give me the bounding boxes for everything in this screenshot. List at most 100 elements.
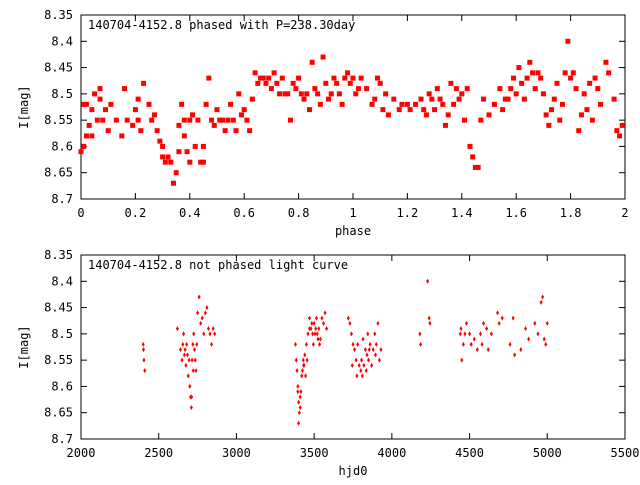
data-point [305,357,309,363]
data-point [89,107,95,113]
data-point [180,357,184,363]
data-point [92,91,98,97]
data-point [598,101,604,107]
data-point [206,326,210,332]
data-point [176,122,182,128]
data-point [89,133,95,139]
data-point [247,128,253,134]
data-point [367,357,371,363]
data-point [208,331,212,337]
data-point [578,112,584,118]
data-point [301,357,305,363]
x-tick-label: 3000 [222,446,251,460]
data-point [481,96,487,102]
data-point [355,373,359,379]
data-point [336,91,342,97]
data-point [202,331,206,337]
x-tick-label: 0.4 [179,206,201,220]
data-point [293,86,299,92]
y-tick-label: 8.65 [44,166,73,180]
x-tick-label: 0.8 [288,206,310,220]
data-point [187,117,193,123]
data-point [367,347,371,353]
data-point [524,75,530,81]
data-point [149,117,155,123]
data-point [160,143,166,149]
y-tick-label: 8.35 [44,248,73,262]
data-point [313,331,317,337]
data-point [461,341,465,347]
y-tick-label: 8.5 [51,327,73,341]
data-point [516,65,522,71]
data-point [478,117,484,123]
data-point [334,80,340,86]
data-point [584,107,590,113]
data-point [535,70,541,76]
data-point [540,91,546,97]
data-point [318,341,322,347]
data-point [549,107,555,113]
data-point [485,326,489,332]
data-point [326,96,332,102]
data-point [360,357,364,363]
data-point [581,91,587,97]
data-point [190,357,194,363]
data-point [459,326,463,332]
data-point [188,383,192,389]
data-point [500,315,504,321]
data-point [576,128,582,134]
data-point [486,347,490,353]
data-point [300,368,304,374]
data-point [456,96,462,102]
data-point [181,117,187,123]
y-tick-label: 8.4 [51,34,73,48]
data-point [297,410,301,416]
data-point [260,75,266,81]
data-point [295,368,299,374]
data-point [554,80,560,86]
data-point [213,331,217,337]
y-axis-label: I[mag] [17,85,31,128]
data-point [533,320,537,326]
data-point [100,117,106,123]
data-point [320,315,324,321]
data-point [545,320,549,326]
data-point [282,91,288,97]
data-point [94,117,100,123]
data-point [298,394,302,400]
x-tick-label: 2500 [144,446,173,460]
x-tick-label: 1.6 [505,206,527,220]
data-point [191,341,195,347]
data-point [360,373,364,379]
data-point [225,117,231,123]
plot-frame [80,254,626,440]
data-point [419,341,423,347]
data-point [513,352,517,358]
y-tick-label: 8.55 [44,113,73,127]
data-point [539,299,543,305]
data-point [274,80,280,86]
data-point [363,347,367,353]
x-axis-label: phase [335,224,371,238]
data-point [78,149,84,155]
data-point [141,80,147,86]
data-point [513,91,519,97]
data-point [306,331,310,337]
data-point [105,128,111,134]
data-point [399,101,405,107]
data-point [342,75,348,81]
data-point [200,315,204,321]
data-point [589,117,595,123]
data-point [122,86,128,92]
data-point [359,368,363,374]
data-point [298,404,302,410]
y-tick-label: 8.5 [51,87,73,101]
data-point [195,117,201,123]
data-point [527,59,533,65]
data-point [214,107,220,113]
data-point [532,86,538,92]
plot-title: 140704-4152.8 not phased light curve [88,258,348,272]
data-point [508,341,512,347]
data-point [508,86,514,92]
data-point [538,75,544,81]
